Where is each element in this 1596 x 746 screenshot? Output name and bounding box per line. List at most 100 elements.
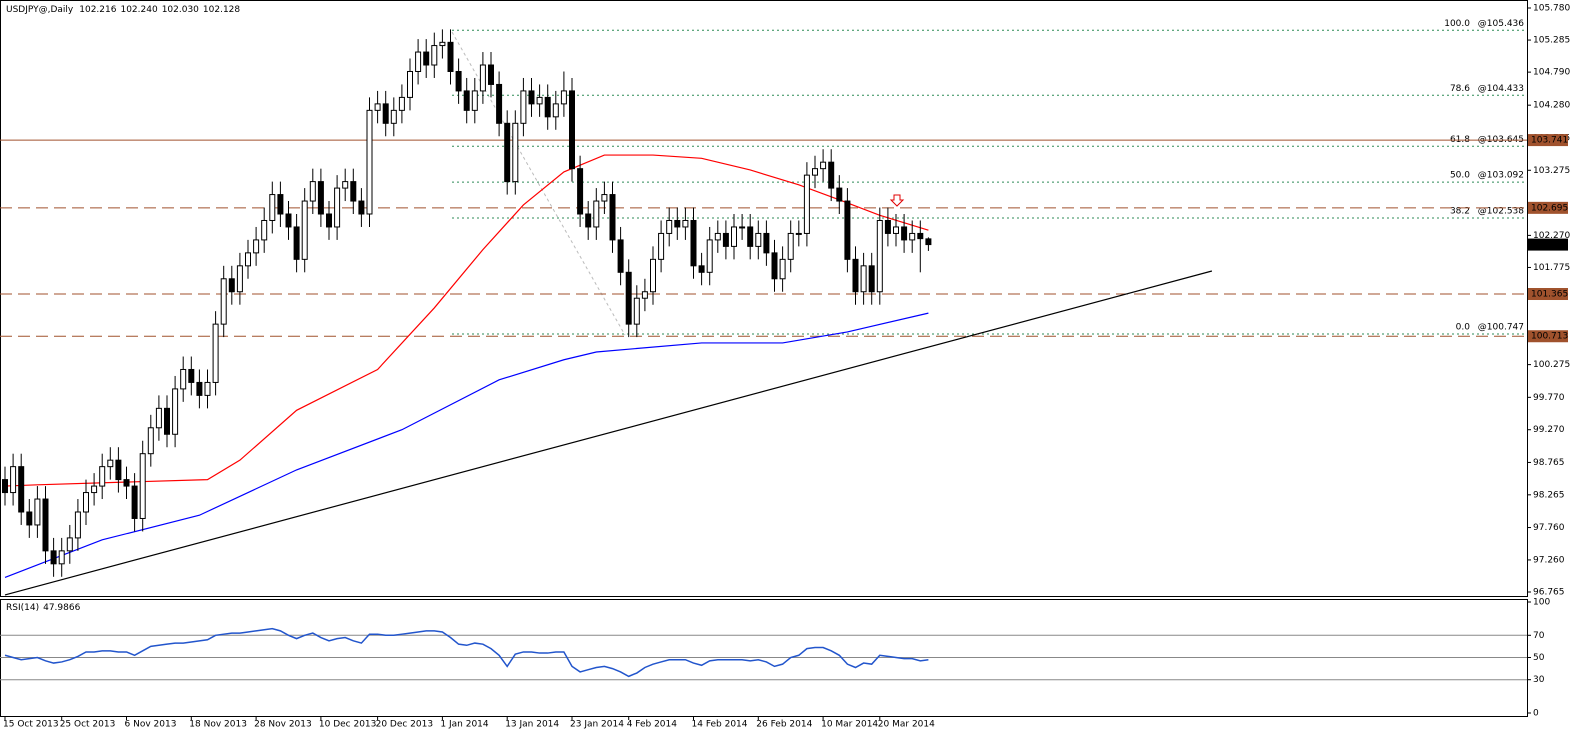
candle-body xyxy=(617,239,624,273)
rsi-tick-label: 70 xyxy=(1533,631,1545,641)
x-tick-label: 13 Jan 2014 xyxy=(505,720,559,730)
candle-body xyxy=(317,181,324,215)
price-level-tag xyxy=(1528,288,1568,301)
rsi-line xyxy=(4,627,929,678)
candle-body xyxy=(698,265,705,273)
candle-body xyxy=(625,271,632,325)
candle-body xyxy=(407,70,413,98)
candle-body xyxy=(512,122,519,183)
candle-body xyxy=(374,103,381,111)
candle-body xyxy=(123,479,130,487)
candle-body xyxy=(488,64,494,85)
trendline xyxy=(4,270,1213,596)
y-tick-label: 98.765 xyxy=(1533,458,1565,468)
y-tick-label: 99.270 xyxy=(1533,425,1565,435)
candle-body xyxy=(876,219,883,293)
candle-body xyxy=(560,90,567,105)
candle-body xyxy=(820,161,827,170)
y-tick-label: 105.285 xyxy=(1533,36,1570,46)
x-tick-label: 10 Dec 2013 xyxy=(319,720,377,730)
candle-body xyxy=(706,239,713,273)
candle-body xyxy=(293,226,300,260)
candle-body xyxy=(690,219,697,267)
candle-body xyxy=(172,388,179,435)
candle-body xyxy=(601,194,608,202)
fib-price: @100.747 xyxy=(1478,323,1524,333)
fib-price: @104.433 xyxy=(1478,84,1524,94)
candle-body xyxy=(415,51,422,72)
candle-body xyxy=(909,232,916,241)
candle-body xyxy=(236,265,243,293)
candle-body xyxy=(577,168,584,215)
candle-body xyxy=(269,194,276,221)
price-level-label: 101.365 xyxy=(1531,290,1568,300)
candle-body xyxy=(666,219,673,234)
candle-body xyxy=(528,90,535,105)
x-tick-label: 26 Feb 2014 xyxy=(756,720,812,730)
candle-body xyxy=(658,232,665,260)
y-tick-label: 101.775 xyxy=(1533,263,1570,273)
candle-body xyxy=(382,103,389,124)
candle-body xyxy=(398,96,405,111)
x-tick-label: 20 Mar 2014 xyxy=(878,720,935,730)
candle-body xyxy=(763,232,770,254)
price-level-tag xyxy=(1528,201,1568,214)
candle-body xyxy=(641,291,648,299)
y-tick-label: 96.765 xyxy=(1533,588,1565,598)
fib-ratio: 78.6 xyxy=(1450,84,1470,94)
candle-body xyxy=(66,537,73,552)
candle-body xyxy=(496,83,503,124)
y-tick-label: 100.275 xyxy=(1533,360,1570,370)
moving-average xyxy=(4,312,929,578)
candle-body xyxy=(739,226,746,229)
candle-body xyxy=(139,453,146,519)
y-tick-label: 104.790 xyxy=(1533,68,1570,78)
candle-body xyxy=(204,381,211,396)
rsi-tick-label: 50 xyxy=(1533,653,1545,663)
y-tick-label: 102.270 xyxy=(1533,231,1570,241)
y-tick-label: 97.260 xyxy=(1533,555,1565,565)
fib-price: @103.092 xyxy=(1478,171,1524,181)
candle-body xyxy=(10,466,17,494)
candle-body xyxy=(779,258,786,280)
candle-body xyxy=(552,103,559,118)
candle-body xyxy=(34,498,41,526)
x-tick-label: 4 Feb 2014 xyxy=(627,720,678,730)
candle-body xyxy=(83,492,89,513)
candle-body xyxy=(520,90,527,124)
candle-body xyxy=(91,485,98,494)
y-tick-label: 98.265 xyxy=(1533,490,1565,500)
candle-body xyxy=(423,51,430,66)
candle-body xyxy=(479,64,486,92)
y-tick-label: 105.780 xyxy=(1533,4,1570,14)
candle-body xyxy=(609,194,616,241)
candle-body xyxy=(350,181,357,202)
candle-body xyxy=(107,459,114,468)
fib-ratio: 50.0 xyxy=(1450,171,1470,181)
candle-body xyxy=(188,368,195,383)
candle-body xyxy=(633,297,640,325)
open-label: 102.216 xyxy=(79,5,116,15)
candle-body xyxy=(334,187,341,228)
x-tick-label: 10 Mar 2014 xyxy=(821,720,878,730)
candle-body xyxy=(390,109,397,124)
candle-body xyxy=(180,368,187,390)
candle-body xyxy=(504,122,511,183)
candle-body xyxy=(74,511,81,539)
candle-body xyxy=(431,45,438,66)
candle-body xyxy=(439,41,446,47)
candle-body xyxy=(212,323,219,383)
candle-body xyxy=(42,498,49,552)
candle-body xyxy=(569,90,575,170)
x-tick-label: 14 Feb 2014 xyxy=(692,720,748,730)
rsi-header: RSI(14) 47.9866 xyxy=(6,603,81,613)
y-tick-label: 103.275 xyxy=(1533,166,1570,176)
candle-body xyxy=(860,265,867,293)
candle-body xyxy=(771,252,778,280)
high-label: 102.240 xyxy=(120,5,157,15)
candle-body xyxy=(828,161,835,189)
candle-body xyxy=(787,232,794,260)
price-level-tag xyxy=(1528,330,1568,343)
candle-body xyxy=(585,213,592,228)
x-tick-label: 28 Nov 2013 xyxy=(254,720,312,730)
